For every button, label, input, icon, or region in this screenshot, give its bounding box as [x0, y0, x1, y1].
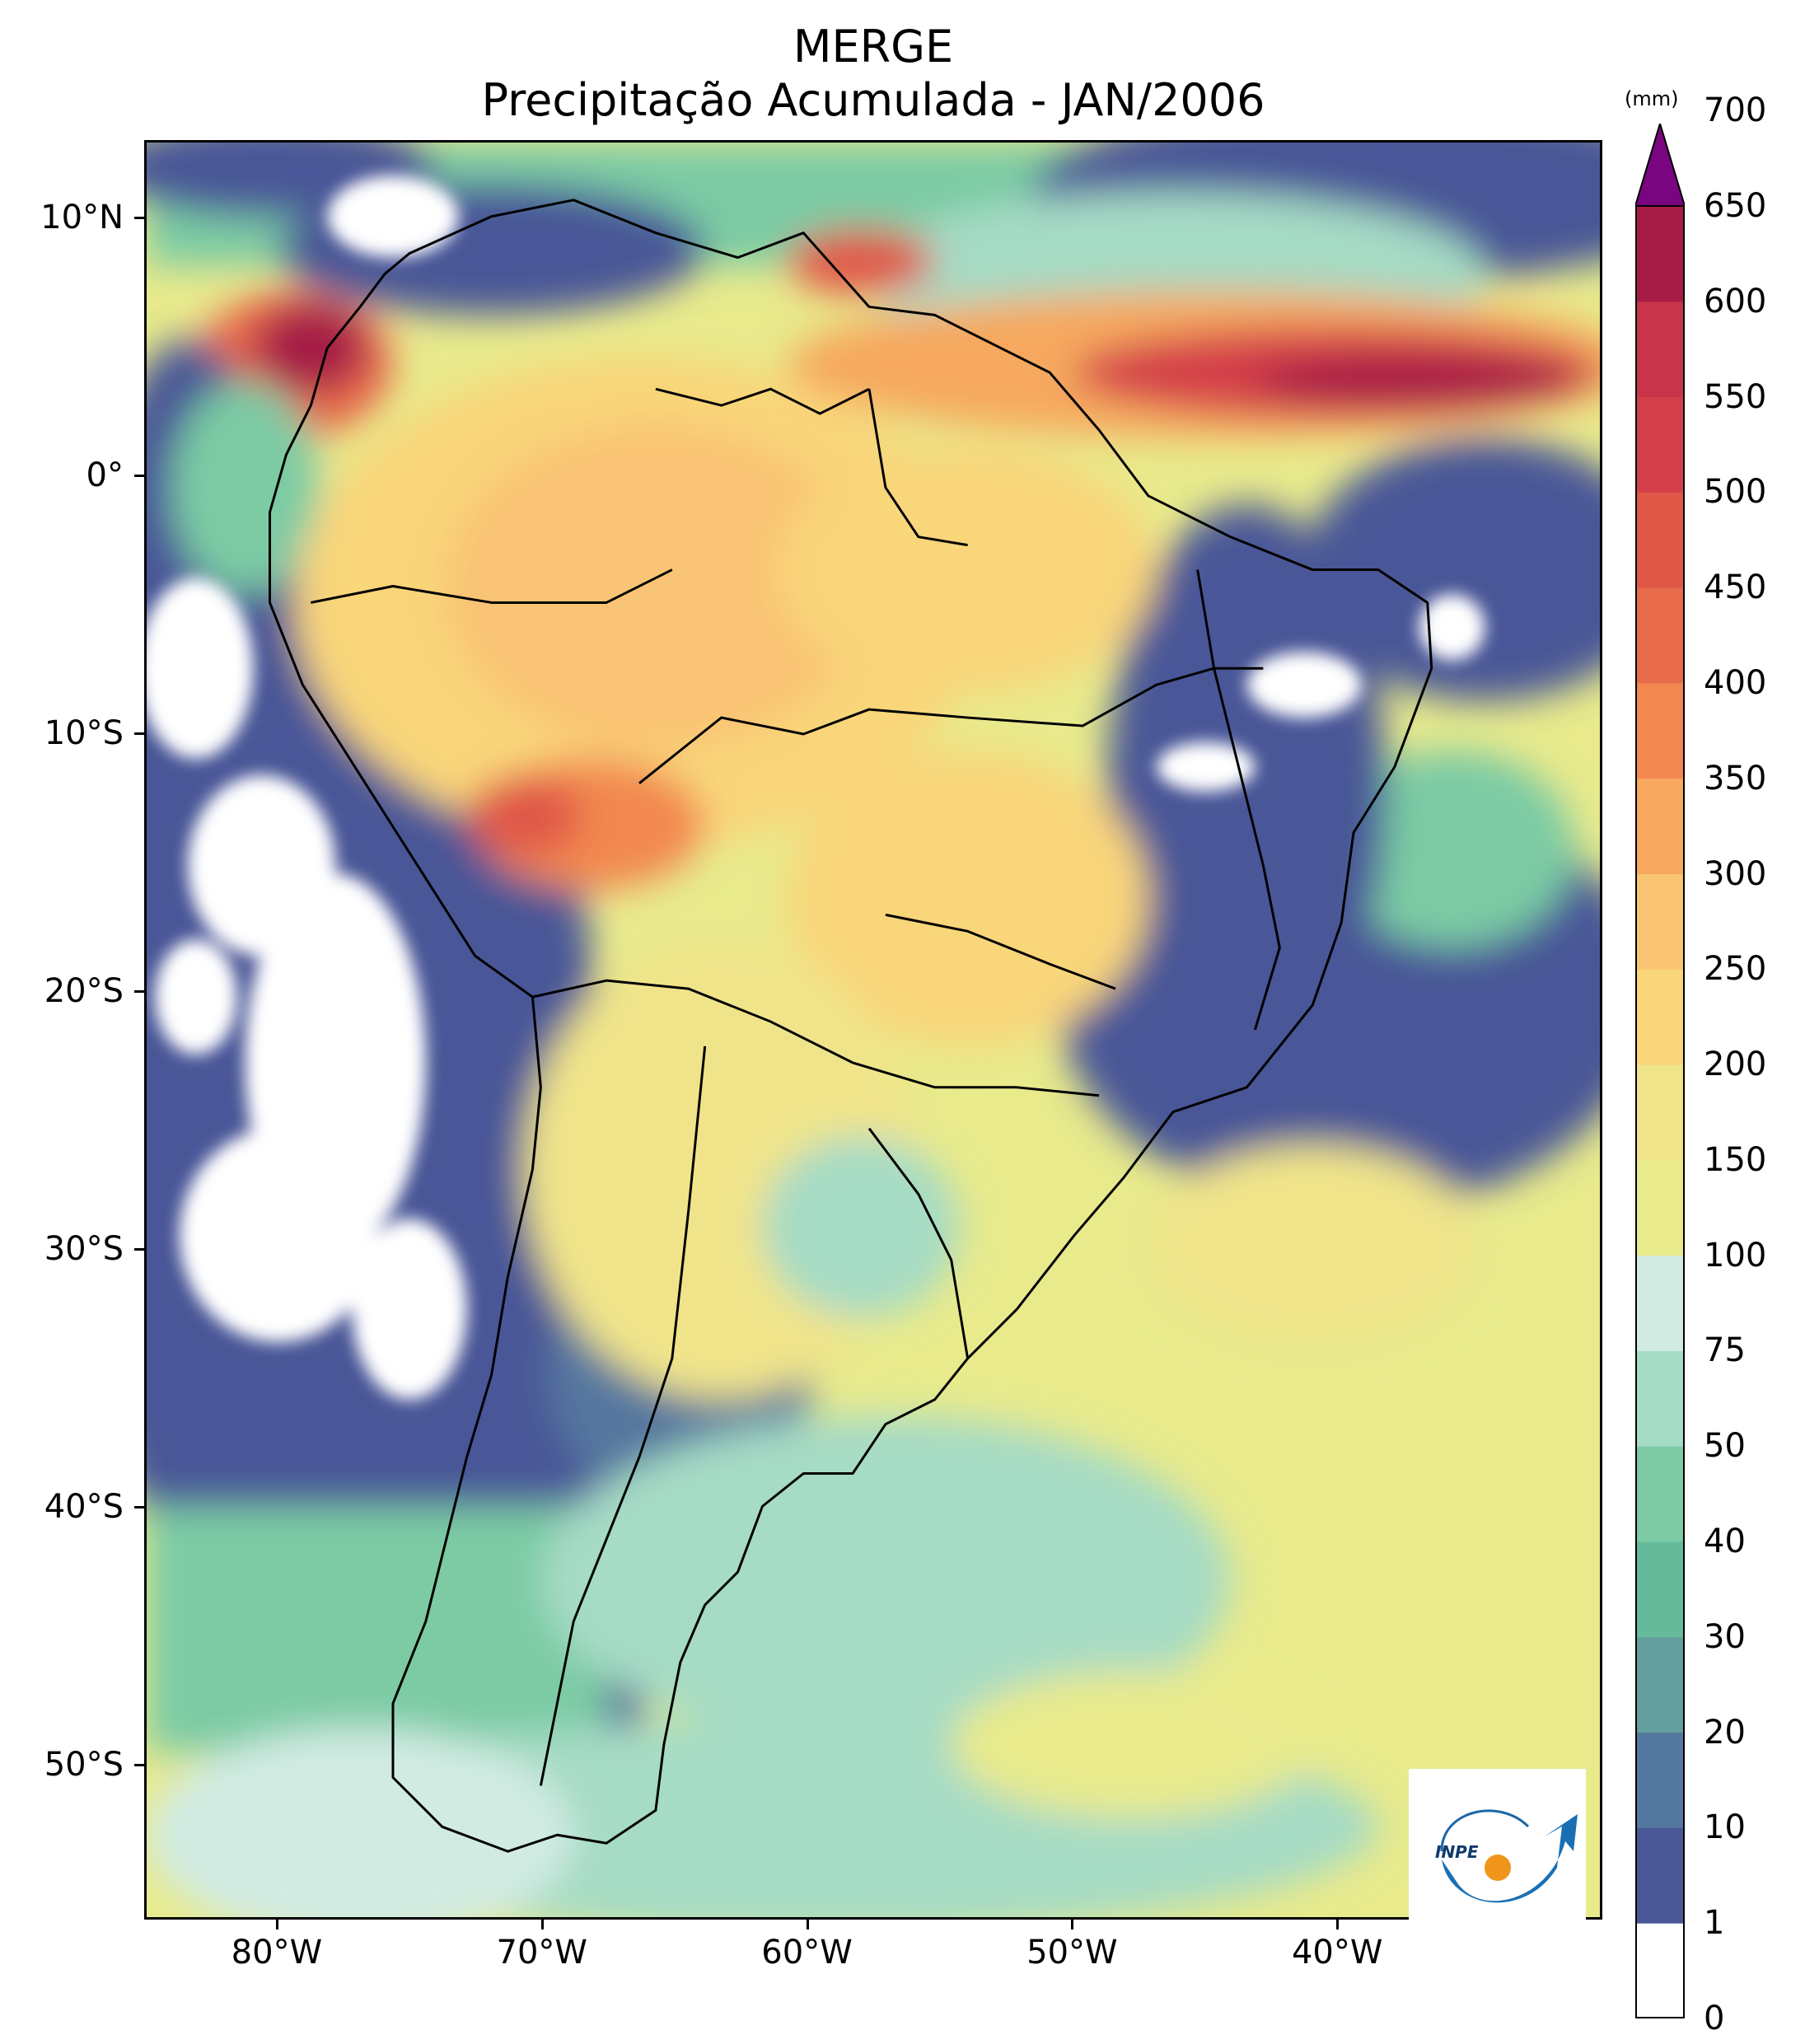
colorbar-segment	[1635, 1923, 1685, 2018]
longitude-tick	[540, 1920, 544, 1929]
longitude-label: 50°W	[1026, 1934, 1118, 1972]
colorbar-segment	[1635, 1159, 1685, 1256]
colorbar-level-label: 10	[1704, 1808, 1746, 1847]
longitude-label: 70°W	[496, 1934, 587, 1972]
colorbar-level-label: 0	[1704, 2000, 1725, 2037]
colorbar-segment	[1635, 873, 1685, 970]
colorbar-segment	[1635, 1350, 1685, 1447]
colorbar-segment	[1635, 1064, 1685, 1161]
colorbar-level-label: 1	[1704, 1904, 1725, 1943]
colorbar-segment	[1635, 1827, 1685, 1924]
colorbar-segment	[1635, 778, 1685, 875]
precipitation-map	[144, 140, 1602, 1920]
colorbar-level-label: 700	[1704, 91, 1767, 130]
longitude-label: 40°W	[1291, 1934, 1383, 1972]
colorbar	[1635, 124, 1685, 2018]
map-subtitle: Precipitação Acumulada - JAN/2006	[481, 74, 1265, 126]
latitude-label: 20°S	[44, 972, 124, 1011]
latitude-tick	[134, 474, 144, 477]
colorbar-segment	[1635, 1255, 1685, 1351]
colorbar-segment	[1635, 1732, 1685, 1828]
colorbar-level-label: 30	[1704, 1617, 1746, 1656]
latitude-label: 50°S	[44, 1746, 124, 1784]
colorbar-segment	[1635, 301, 1685, 398]
latitude-tick	[134, 1764, 144, 1767]
colorbar-segment	[1635, 969, 1685, 1065]
latitude-tick	[134, 1506, 144, 1509]
latitude-label: 10°N	[40, 198, 124, 236]
longitude-tick	[1071, 1920, 1074, 1929]
latitude-label: 30°S	[44, 1230, 124, 1269]
colorbar-level-label: 550	[1704, 377, 1767, 416]
latitude-tick	[134, 216, 144, 219]
latitude-tick	[134, 732, 144, 735]
latitude-label: 10°S	[44, 714, 124, 752]
logo-text: INPE	[1435, 1842, 1479, 1862]
colorbar-frame	[1635, 205, 1685, 2018]
latitude-label: 0°	[86, 456, 124, 494]
colorbar-level-label: 20	[1704, 1713, 1746, 1752]
colorbar-extend-arrow	[1635, 124, 1685, 207]
colorbar-level-label: 300	[1704, 854, 1767, 893]
longitude-label: 80°W	[231, 1934, 323, 1972]
colorbar-level-label: 600	[1704, 282, 1767, 320]
colorbar-segment	[1635, 587, 1685, 684]
colorbar-level-label: 75	[1704, 1331, 1746, 1370]
inpe-logo: INPE	[1409, 1769, 1586, 1942]
colorbar-segment	[1635, 396, 1685, 493]
colorbar-level-label: 500	[1704, 473, 1767, 512]
colorbar-segment	[1635, 1541, 1685, 1638]
longitude-tick	[806, 1920, 809, 1929]
latitude-tick	[134, 1248, 144, 1251]
colorbar-segment	[1635, 492, 1685, 588]
colorbar-level-label: 450	[1704, 568, 1767, 607]
colorbar-level-label: 150	[1704, 1140, 1767, 1179]
longitude-tick	[1336, 1920, 1340, 1929]
latitude-tick	[134, 990, 144, 994]
colorbar-segment	[1635, 206, 1685, 302]
colorbar-level-label: 200	[1704, 1045, 1767, 1084]
colorbar-level-label: 400	[1704, 663, 1767, 702]
colorbar-segment	[1635, 682, 1685, 779]
colorbar-level-label: 100	[1704, 1236, 1767, 1275]
longitude-label: 60°W	[761, 1934, 853, 1972]
colorbar-unit: (mm)	[1625, 87, 1679, 110]
colorbar-level-label: 350	[1704, 759, 1767, 797]
longitude-tick	[275, 1920, 278, 1929]
map-title: MERGE	[793, 21, 954, 72]
colorbar-segment	[1635, 1636, 1685, 1733]
latitude-label: 40°S	[44, 1488, 124, 1527]
precipitation-field	[147, 143, 1600, 1917]
colorbar-level-label: 40	[1704, 1522, 1746, 1561]
colorbar-level-label: 50	[1704, 1427, 1746, 1466]
colorbar-level-label: 650	[1704, 187, 1767, 225]
colorbar-level-label: 250	[1704, 950, 1767, 989]
colorbar-segment	[1635, 1446, 1685, 1542]
